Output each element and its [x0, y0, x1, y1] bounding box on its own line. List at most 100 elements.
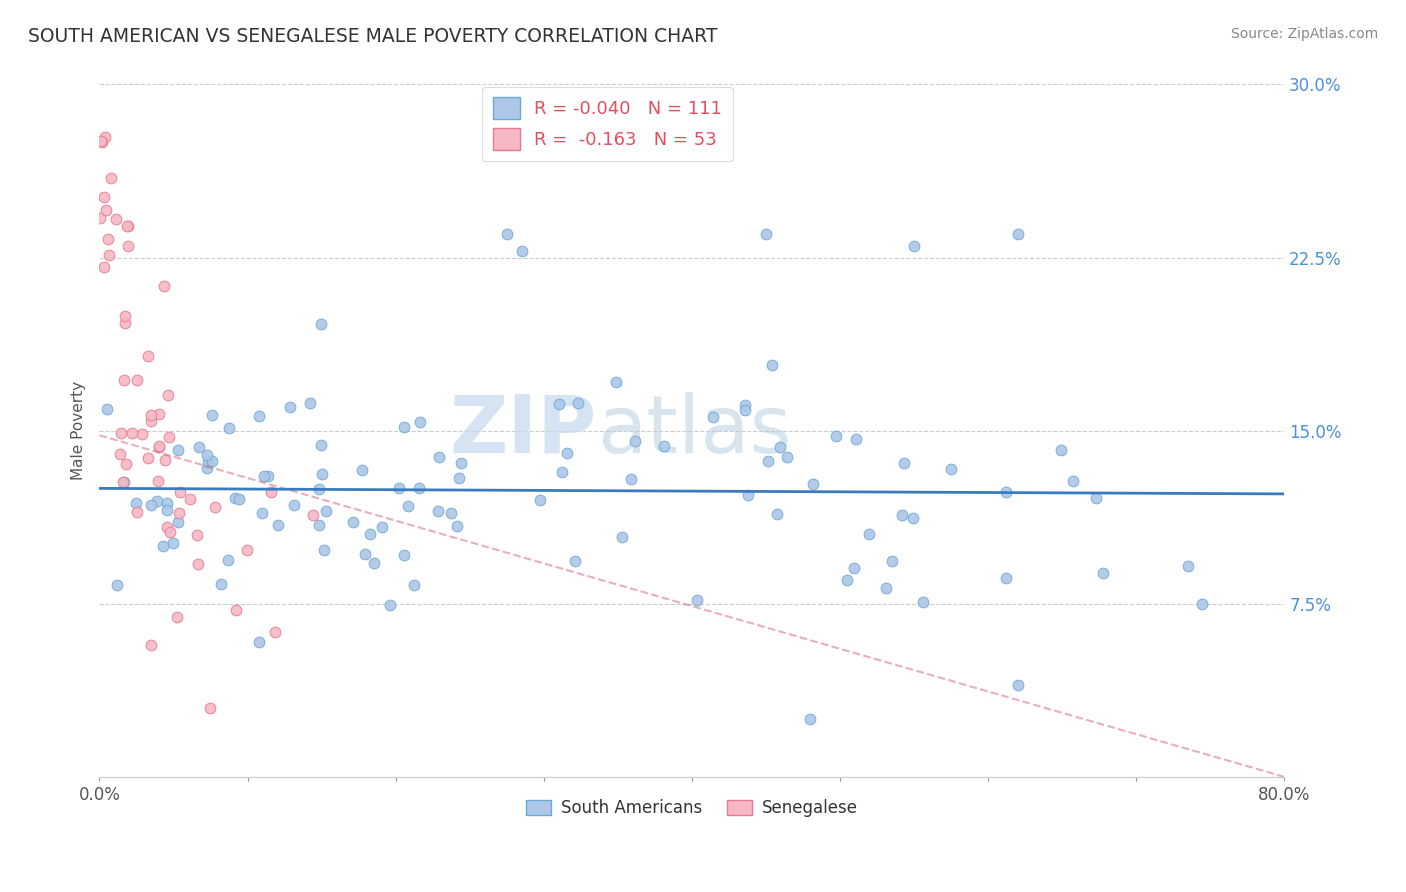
- Point: [564, 554, 586, 568]
- Point: [893, 457, 915, 471]
- Point: [737, 487, 759, 501]
- Point: [776, 450, 799, 464]
- Point: [510, 244, 533, 258]
- Point: [309, 438, 332, 452]
- Point: [769, 440, 792, 454]
- Point: [157, 430, 180, 444]
- Point: [404, 577, 426, 591]
- Point: [1177, 559, 1199, 574]
- Point: [141, 409, 163, 423]
- Point: [378, 598, 401, 612]
- Point: [148, 408, 170, 422]
- Point: [619, 471, 641, 485]
- Point: [90, 136, 112, 150]
- Point: [156, 520, 179, 534]
- Point: [624, 434, 647, 449]
- Text: ZIP: ZIP: [450, 392, 598, 470]
- Point: [108, 446, 131, 460]
- Point: [309, 317, 332, 331]
- Point: [311, 467, 333, 481]
- Point: [409, 415, 432, 429]
- Point: [901, 510, 924, 524]
- Point: [131, 427, 153, 442]
- Point: [283, 498, 305, 512]
- Point: [224, 491, 246, 505]
- Point: [112, 475, 135, 490]
- Point: [761, 358, 783, 372]
- Point: [605, 375, 627, 389]
- Point: [686, 592, 709, 607]
- Point: [115, 457, 138, 471]
- Point: [766, 507, 789, 521]
- Point: [100, 171, 122, 186]
- Point: [440, 506, 463, 520]
- Point: [136, 451, 159, 466]
- Point: [247, 634, 270, 648]
- Point: [96, 202, 118, 217]
- Point: [302, 508, 325, 523]
- Point: [875, 581, 897, 595]
- Point: [127, 372, 149, 386]
- Point: [228, 492, 250, 507]
- Point: [551, 465, 574, 479]
- Text: Source: ZipAtlas.com: Source: ZipAtlas.com: [1230, 27, 1378, 41]
- Point: [264, 625, 287, 640]
- Point: [104, 211, 127, 226]
- Point: [141, 414, 163, 428]
- Point: [156, 502, 179, 516]
- Point: [994, 484, 1017, 499]
- Point: [195, 461, 218, 475]
- Point: [426, 504, 449, 518]
- Point: [117, 219, 139, 233]
- Point: [858, 527, 880, 541]
- Point: [450, 456, 472, 470]
- Point: [342, 515, 364, 529]
- Point: [253, 469, 276, 483]
- Point: [835, 573, 858, 587]
- Point: [156, 388, 179, 402]
- Point: [447, 471, 470, 485]
- Point: [299, 396, 322, 410]
- Point: [141, 638, 163, 652]
- Point: [308, 483, 330, 497]
- Point: [567, 395, 589, 409]
- Point: [105, 578, 128, 592]
- Point: [152, 278, 174, 293]
- Point: [115, 219, 138, 233]
- Point: [995, 571, 1018, 585]
- Point: [392, 420, 415, 434]
- Point: [201, 454, 224, 468]
- Point: [148, 475, 170, 489]
- Point: [370, 520, 392, 534]
- Point: [167, 507, 190, 521]
- Point: [734, 403, 756, 417]
- Point: [89, 211, 111, 225]
- Point: [1007, 227, 1029, 242]
- Point: [427, 450, 450, 464]
- Point: [166, 610, 188, 624]
- Point: [354, 547, 377, 561]
- Point: [110, 425, 132, 440]
- Point: [96, 402, 118, 417]
- Point: [396, 499, 419, 513]
- Point: [1092, 566, 1115, 580]
- Point: [257, 469, 280, 483]
- Point: [94, 130, 117, 145]
- Point: [702, 410, 724, 425]
- Point: [734, 399, 756, 413]
- Point: [845, 433, 868, 447]
- Point: [97, 247, 120, 261]
- Point: [842, 560, 865, 574]
- Point: [159, 525, 181, 540]
- Point: [350, 463, 373, 477]
- Point: [124, 496, 146, 510]
- Point: [114, 373, 136, 387]
- Point: [363, 556, 385, 570]
- Point: [169, 485, 191, 500]
- Point: [652, 439, 675, 453]
- Point: [125, 505, 148, 519]
- Point: [1191, 597, 1213, 611]
- Point: [236, 543, 259, 558]
- Point: [90, 134, 112, 148]
- Point: [204, 500, 226, 514]
